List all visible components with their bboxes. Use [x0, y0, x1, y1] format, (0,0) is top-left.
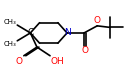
- Text: O: O: [15, 57, 23, 65]
- Text: O: O: [81, 46, 88, 55]
- Text: N: N: [64, 28, 70, 37]
- Text: O: O: [93, 16, 100, 25]
- Text: C: C: [27, 28, 34, 37]
- Text: CH₃: CH₃: [4, 41, 17, 47]
- Text: CH₃: CH₃: [4, 19, 17, 25]
- Text: OH: OH: [51, 57, 64, 65]
